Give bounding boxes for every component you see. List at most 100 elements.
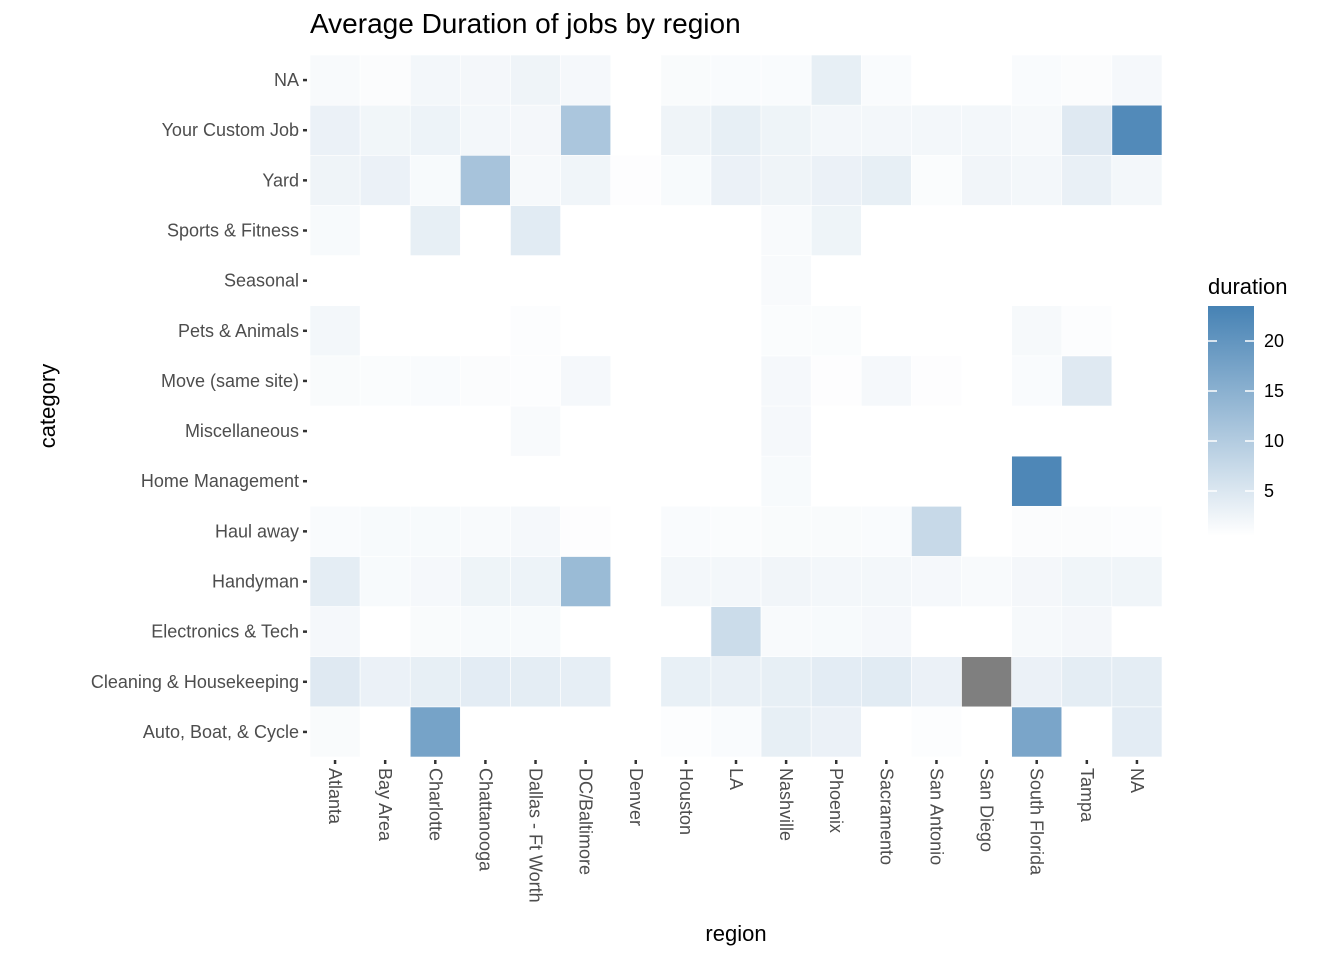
heatmap-cell bbox=[510, 556, 561, 607]
heatmap-cell bbox=[1111, 556, 1163, 607]
heatmap-cell bbox=[409, 355, 461, 407]
heatmap-cell bbox=[510, 606, 561, 658]
heatmap-cell bbox=[1061, 656, 1113, 708]
y-tick-label: NA bbox=[274, 70, 299, 90]
heatmap-cell bbox=[810, 355, 862, 407]
heatmap-cell bbox=[860, 154, 912, 206]
heatmap-cell bbox=[860, 505, 912, 557]
heatmap-cell bbox=[810, 154, 862, 206]
heatmap-cell bbox=[560, 104, 612, 156]
x-tick-label: NA bbox=[1127, 768, 1147, 793]
heatmap-cell bbox=[911, 556, 962, 607]
heatmap-cell bbox=[760, 656, 812, 708]
heatmap-cell bbox=[309, 305, 361, 357]
heatmap-cell bbox=[510, 54, 561, 106]
heatmap-cell bbox=[911, 154, 962, 206]
heatmap-cell bbox=[1061, 606, 1113, 658]
y-tick-label: Handyman bbox=[212, 572, 299, 592]
heatmap-cell bbox=[961, 154, 1012, 206]
y-tick-label: Your Custom Job bbox=[162, 120, 299, 140]
heatmap-cell bbox=[359, 154, 411, 206]
heatmap-cell bbox=[560, 656, 612, 708]
heatmap-cell bbox=[359, 656, 411, 708]
heatmap-cell bbox=[1111, 656, 1163, 708]
heatmap-cell bbox=[510, 405, 561, 457]
heatmap-cell bbox=[810, 656, 862, 708]
chart-title: Average Duration of jobs by region bbox=[310, 8, 741, 39]
heatmap-cell bbox=[359, 355, 411, 407]
heatmap-cell bbox=[911, 656, 962, 708]
heatmap-cell bbox=[1061, 505, 1113, 557]
y-tick-label: Move (same site) bbox=[161, 371, 299, 391]
heatmap-cell bbox=[860, 355, 912, 407]
heatmap-cell bbox=[309, 556, 361, 607]
heatmap-cell bbox=[710, 505, 762, 557]
x-tick-label: DC/Baltimore bbox=[576, 768, 596, 875]
heatmap-cell bbox=[660, 154, 712, 206]
heatmap-cell bbox=[1061, 54, 1113, 106]
heatmap-cell bbox=[710, 154, 762, 206]
heatmap-cell bbox=[660, 104, 712, 156]
legend-tick-label: 15 bbox=[1264, 381, 1284, 401]
y-tick-label: Miscellaneous bbox=[185, 421, 299, 441]
y-tick-label: Sports & Fitness bbox=[167, 221, 299, 241]
heatmap-cell bbox=[961, 656, 1012, 708]
heatmap-cell bbox=[860, 54, 912, 106]
heatmap-cell bbox=[710, 706, 762, 758]
y-tick-label: Cleaning & Housekeeping bbox=[91, 672, 299, 692]
heatmap-cell bbox=[860, 104, 912, 156]
heatmap-cell bbox=[460, 54, 511, 106]
heatmap-cell bbox=[1011, 556, 1063, 607]
x-tick-label: Atlanta bbox=[325, 768, 345, 825]
heatmap-cell bbox=[460, 656, 511, 708]
heatmap-cell bbox=[1061, 556, 1113, 607]
x-tick-label: Tampa bbox=[1077, 768, 1097, 823]
heatmap-cell bbox=[1011, 455, 1063, 507]
x-tick-label: LA bbox=[726, 768, 746, 790]
x-tick-label: Phoenix bbox=[826, 768, 846, 833]
heatmap-cell bbox=[309, 706, 361, 758]
heatmap-cell bbox=[860, 656, 912, 708]
heatmap-cell bbox=[1011, 305, 1063, 357]
heatmap-cell bbox=[309, 656, 361, 708]
heatmap-cell bbox=[1011, 656, 1063, 708]
heatmap-cell bbox=[510, 355, 561, 407]
heatmap-cell bbox=[359, 54, 411, 106]
heatmap-cell bbox=[810, 205, 862, 256]
heatmap-cell bbox=[1111, 54, 1163, 106]
heatmap-cell bbox=[309, 104, 361, 156]
heatmap-cell bbox=[810, 556, 862, 607]
heatmap-cell bbox=[309, 355, 361, 407]
heatmap-cell bbox=[660, 54, 712, 106]
heatmap-cell bbox=[760, 54, 812, 106]
heatmap-cell bbox=[660, 505, 712, 557]
heatmap-cell bbox=[560, 54, 612, 106]
heatmap-cell bbox=[961, 104, 1012, 156]
heatmap-cell bbox=[1011, 606, 1063, 658]
heatmap-cell bbox=[860, 606, 912, 658]
heatmap-cell bbox=[460, 154, 511, 206]
heatmap-cell bbox=[510, 205, 561, 256]
heatmap-cell bbox=[309, 606, 361, 658]
heatmap-cell bbox=[309, 54, 361, 106]
heatmap-cell bbox=[409, 505, 461, 557]
heatmap-cell bbox=[760, 556, 812, 607]
heatmap-cell bbox=[961, 556, 1012, 607]
legend-title: duration bbox=[1208, 274, 1288, 299]
legend: duration 5 10 15 20 bbox=[1208, 274, 1288, 536]
heatmap-cell bbox=[810, 505, 862, 557]
x-axis: Atlanta Bay Area Charlotte Chattanooga Dalla… bbox=[325, 760, 1147, 903]
heatmap-cell bbox=[810, 54, 862, 106]
heatmap-cell bbox=[810, 606, 862, 658]
heatmap-cell bbox=[409, 656, 461, 708]
y-tick-label: Electronics & Tech bbox=[151, 622, 299, 642]
heatmap-cell bbox=[460, 556, 511, 607]
x-tick-label: San Diego bbox=[977, 768, 997, 852]
heatmap-cell bbox=[560, 556, 612, 607]
heatmap-cell bbox=[1011, 104, 1063, 156]
heatmap-cell bbox=[1011, 505, 1063, 557]
heatmap-cell bbox=[1011, 154, 1063, 206]
heatmap-cell bbox=[460, 505, 511, 557]
heatmap-cell bbox=[760, 405, 812, 457]
heatmap-cell bbox=[760, 355, 812, 407]
